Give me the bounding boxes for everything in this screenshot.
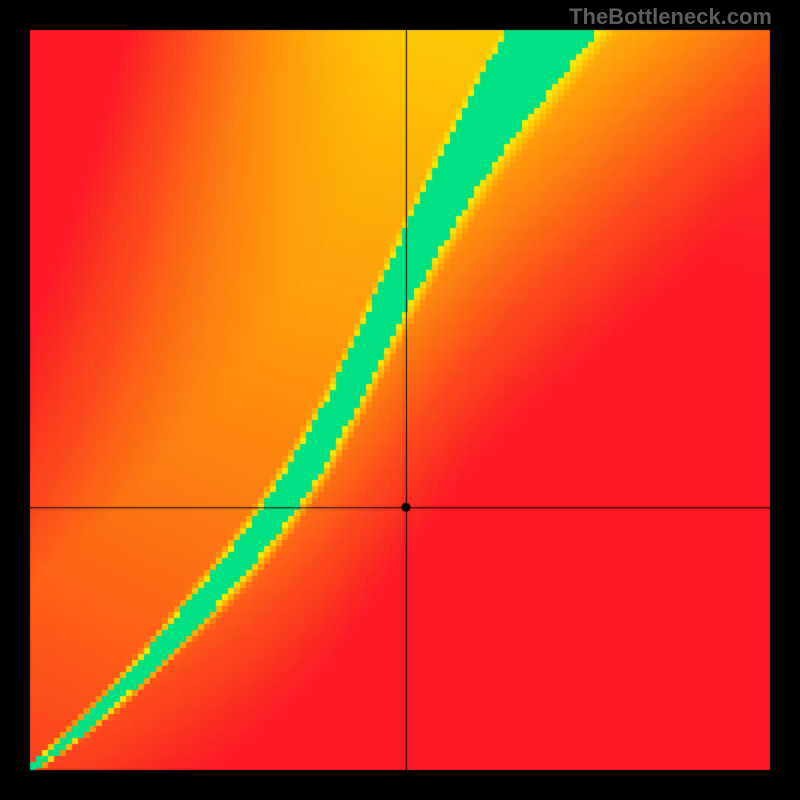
- bottleneck-heatmap: [0, 0, 800, 800]
- watermark-text: TheBottleneck.com: [569, 4, 772, 30]
